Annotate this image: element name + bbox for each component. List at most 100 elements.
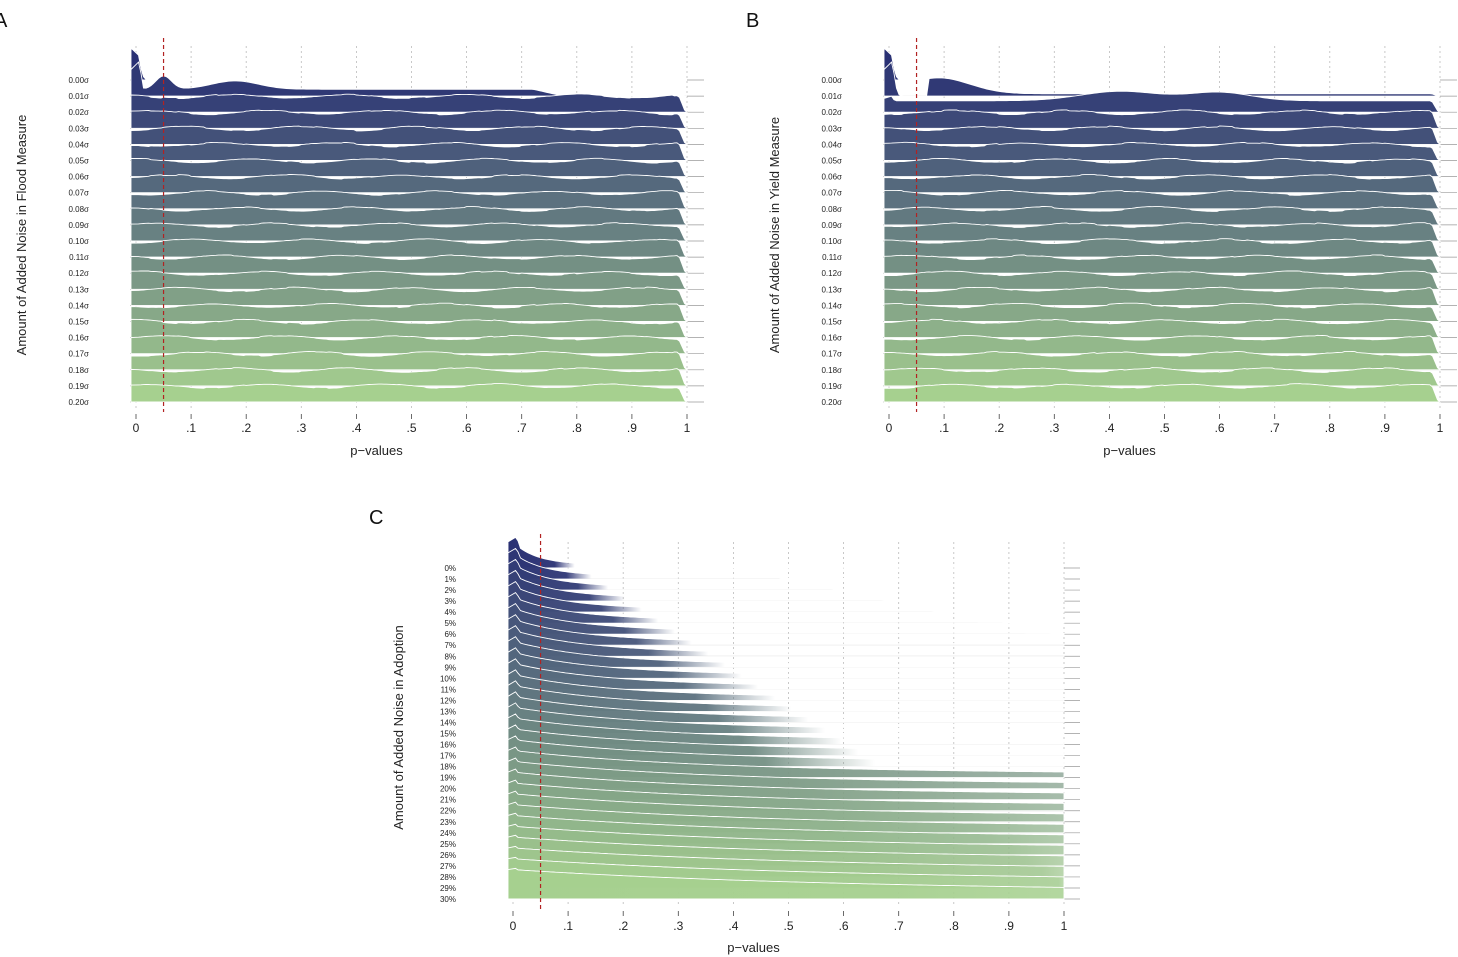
x-tick-label: .1 xyxy=(939,421,949,435)
ridge-018 xyxy=(883,350,1442,371)
x-tick-label: .3 xyxy=(1049,421,1059,435)
ridge-011 xyxy=(130,238,689,258)
row-label: 0.06σ xyxy=(68,173,89,182)
row-label: 0.12σ xyxy=(68,269,89,278)
ridge-013 xyxy=(883,270,1442,290)
x-tick-label: .5 xyxy=(783,919,793,933)
row-label: 12% xyxy=(440,696,456,705)
x-tick-label: .6 xyxy=(1215,421,1225,435)
row-label: 7% xyxy=(444,641,456,650)
ridge-1 xyxy=(507,547,1065,580)
row-label: 0.20σ xyxy=(68,398,89,407)
row-label: 19% xyxy=(440,774,456,783)
row-label: 30% xyxy=(440,895,456,904)
ridge-010 xyxy=(130,222,689,242)
x-tick-label: 1 xyxy=(1437,421,1444,435)
x-tick-label: .5 xyxy=(1159,421,1169,435)
panel-letter: C xyxy=(369,507,383,529)
x-tick-label: .9 xyxy=(1004,919,1014,933)
ridge-17 xyxy=(507,724,1065,757)
x-axis-title: p−values xyxy=(350,443,403,458)
row-label: 0.12σ xyxy=(821,269,842,278)
row-label: 25% xyxy=(440,840,456,849)
row-label: 14% xyxy=(440,718,456,727)
row-label: 0.17σ xyxy=(821,350,842,359)
ridge-015 xyxy=(883,302,1442,322)
row-label: 0.20σ xyxy=(821,398,842,407)
ridge-2 xyxy=(507,558,1065,591)
row-label: 0.05σ xyxy=(68,157,89,166)
x-tick-label: .8 xyxy=(1325,421,1335,435)
x-axis-title: p−values xyxy=(727,940,780,955)
ridge-004 xyxy=(883,125,1442,145)
row-label: 0.01σ xyxy=(68,92,89,101)
ridge-9 xyxy=(507,636,1065,668)
ridge-3 xyxy=(507,569,1065,602)
row-label: 22% xyxy=(440,807,456,816)
ridge-010 xyxy=(883,222,1442,242)
row-label: 0.00σ xyxy=(68,76,89,85)
ridge-008 xyxy=(130,190,689,210)
row-label: 0.08σ xyxy=(821,205,842,214)
ridge-003 xyxy=(130,109,689,129)
x-tick-label: .4 xyxy=(351,421,361,435)
ridge-018 xyxy=(130,350,689,371)
x-tick-label: 0 xyxy=(510,919,517,933)
row-label: 0.10σ xyxy=(821,237,842,246)
ridge-12 xyxy=(507,669,1065,701)
ridge-007 xyxy=(883,174,1442,194)
y-axis-title: Amount of Added Noise in Yield Measure xyxy=(767,117,782,353)
x-tick-label: .4 xyxy=(728,919,738,933)
row-label: 0.11σ xyxy=(69,253,89,262)
row-label: 21% xyxy=(440,796,456,805)
ridge-11 xyxy=(507,658,1065,690)
row-label: 15% xyxy=(440,730,456,739)
x-tick-label: .2 xyxy=(241,421,251,435)
ridge-0 xyxy=(507,536,1064,569)
x-axis-title: p−values xyxy=(1103,443,1156,458)
row-label: 0.15σ xyxy=(68,318,89,327)
row-label: 3% xyxy=(444,597,456,606)
row-label: 29% xyxy=(440,884,456,893)
x-tick-label: .8 xyxy=(572,421,582,435)
ridge-006 xyxy=(130,157,689,178)
row-label: 0.00σ xyxy=(821,76,842,85)
ridge-003 xyxy=(883,109,1442,129)
row-label: 0.04σ xyxy=(821,140,842,149)
row-label: 16% xyxy=(440,741,456,750)
x-tick-label: 0 xyxy=(133,421,140,435)
row-label: 0.14σ xyxy=(68,301,89,310)
row-label: 0.03σ xyxy=(821,124,842,133)
ridge-30 xyxy=(507,867,1065,900)
row-label: 0.10σ xyxy=(68,237,89,246)
ridge-014 xyxy=(130,286,689,306)
ridge-013 xyxy=(130,270,689,290)
ridge-21 xyxy=(507,768,1065,801)
panel-a: A 0.00σ 0.01σ 0.02σ 0.03σ 0.04σ 0.05σ 0.06σ 0.07… xyxy=(0,10,704,458)
ridge-019 xyxy=(130,367,689,387)
row-label: 0.17σ xyxy=(68,350,89,359)
row-label: 9% xyxy=(444,663,456,672)
ridge-004 xyxy=(130,125,689,145)
ridge-16 xyxy=(507,713,1065,745)
ridge-011 xyxy=(883,238,1442,258)
ridge-13 xyxy=(507,680,1065,712)
ridge-012 xyxy=(883,254,1442,274)
row-label: 1% xyxy=(444,575,456,584)
ridge-005 xyxy=(883,141,1442,161)
row-label: 0.16σ xyxy=(821,334,842,343)
ridge-20 xyxy=(507,757,1065,790)
ridge-006 xyxy=(883,157,1442,178)
row-label: 0.02σ xyxy=(68,108,89,117)
ridge-020 xyxy=(883,383,1442,403)
x-tick-label: .6 xyxy=(462,421,472,435)
ridge-005 xyxy=(130,141,689,161)
x-tick-label: 1 xyxy=(684,421,691,435)
row-label: 0.07σ xyxy=(821,189,842,198)
row-label: 17% xyxy=(440,752,456,761)
row-label: 0.16σ xyxy=(68,334,89,343)
ridge-007 xyxy=(130,174,689,194)
ridge-000 xyxy=(130,46,687,81)
x-tick-label: 1 xyxy=(1061,919,1068,933)
